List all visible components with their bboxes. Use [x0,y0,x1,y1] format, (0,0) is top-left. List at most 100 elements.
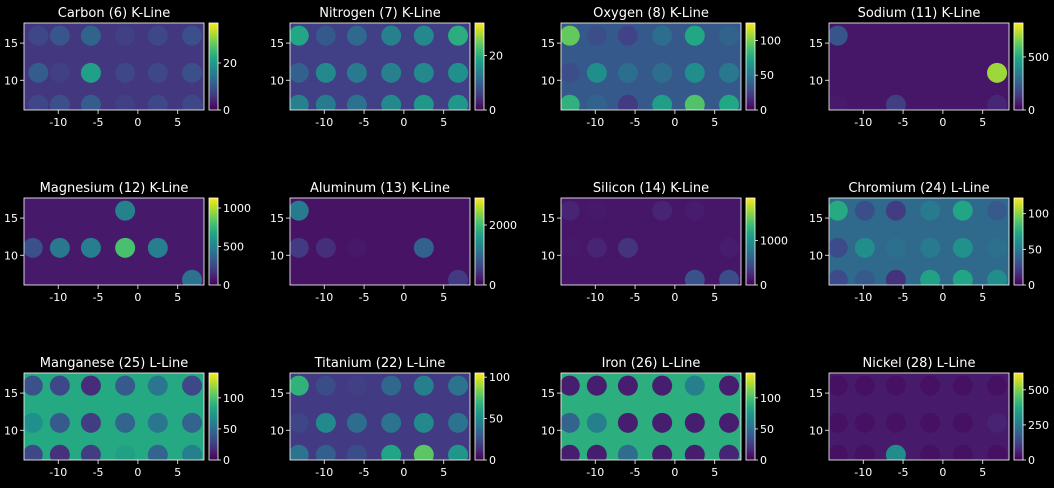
sample-well [115,237,136,258]
colorbar [475,373,484,460]
sample-well [49,269,70,285]
sample-well [346,94,367,110]
sample-well [885,444,906,460]
sample-well [80,444,101,460]
x-tick-label: 5 [440,466,447,479]
sample-well [147,444,168,460]
x-tick-label: -10 [49,466,67,479]
x-tick-label: 0 [134,466,141,479]
sample-well [182,237,203,258]
sample-well [920,25,941,46]
sample-well [80,62,101,83]
sample-well [381,375,402,396]
colorbar-tick-label: 0 [760,279,767,292]
sample-well [952,444,973,460]
sample-well [315,237,336,258]
sample-well [381,94,402,110]
panel-12: Nickel (28) L-Line -10 -5 0 5 10 15 0 250 500 [809,356,1049,479]
sample-well [854,94,875,110]
colorbar [209,23,218,110]
sample-well [448,237,469,258]
colorbar-tick-label: 500 [1028,51,1049,64]
sample-well [920,62,941,83]
axes-frame [560,22,742,111]
x-tick-label: -5 [93,116,104,129]
sample-well [652,269,673,285]
sample-well [182,444,203,460]
axes-frame [560,197,742,286]
sample-well [49,200,70,221]
sample-well [829,444,848,460]
y-tick-label: 15 [809,37,823,50]
sample-well [381,25,402,46]
sample-well [987,375,1008,396]
sample-well [147,412,168,433]
x-tick-label: -5 [359,291,370,304]
x-tick-label: -5 [630,466,641,479]
sample-well [448,94,469,110]
sample-well [147,94,168,110]
sample-well [346,444,367,460]
colorbar [1014,373,1023,460]
x-tick-label: -10 [854,291,872,304]
sample-well [987,237,1008,258]
x-tick-label: 5 [711,291,718,304]
sample-well [24,375,43,396]
sample-well [652,237,673,258]
sample-well [346,25,367,46]
heatmap-image [561,198,741,285]
sample-well [586,412,607,433]
colorbar-tick-label: 2000 [489,219,517,232]
y-tick-label: 15 [4,387,18,400]
colorbar-frame [1013,197,1024,286]
x-tick-label: 5 [979,466,986,479]
sample-well [290,269,309,285]
panel-title: Silicon (14) K-Line [593,181,709,196]
x-tick-label: 5 [711,116,718,129]
y-tick-label: 10 [809,74,823,87]
sample-well [719,375,740,396]
y-tick-label: 10 [541,249,555,262]
sample-well [920,269,941,285]
x-tick-label: -10 [315,466,333,479]
colorbar-tick-label: 20 [223,57,237,70]
colorbar-tick-label: 500 [1028,384,1049,397]
sample-well [49,25,70,46]
sample-well [290,412,309,433]
sample-well [115,269,136,285]
colorbar [746,198,755,285]
colorbar-tick-label: 0 [223,454,230,467]
sample-well [952,237,973,258]
sample-well [182,412,203,433]
sample-well [49,412,70,433]
sample-well [885,200,906,221]
sample-well [182,94,203,110]
heatmap-image [290,373,470,460]
x-tick-label: -10 [854,116,872,129]
x-tick-label: 0 [400,291,407,304]
sample-well [561,375,580,396]
sample-well [315,62,336,83]
sample-well [719,62,740,83]
sample-well [617,412,638,433]
sample-well [448,25,469,46]
sample-well [885,412,906,433]
panel-title: Manganese (25) L-Line [40,356,188,371]
sample-well [28,25,49,46]
sample-well [987,62,1008,83]
colorbar-tick-label: 50 [760,69,774,82]
y-tick-label: 15 [4,212,18,225]
colorbar-tick-label: 0 [760,454,767,467]
sample-well [586,375,607,396]
sample-well [617,25,638,46]
x-tick-label: 0 [400,116,407,129]
sample-well [586,444,607,460]
x-tick-label: 0 [134,116,141,129]
sample-well [448,62,469,83]
sample-well [24,200,43,221]
sample-well [684,62,705,83]
sample-well [147,375,168,396]
sample-well [920,94,941,110]
sample-well [413,62,434,83]
